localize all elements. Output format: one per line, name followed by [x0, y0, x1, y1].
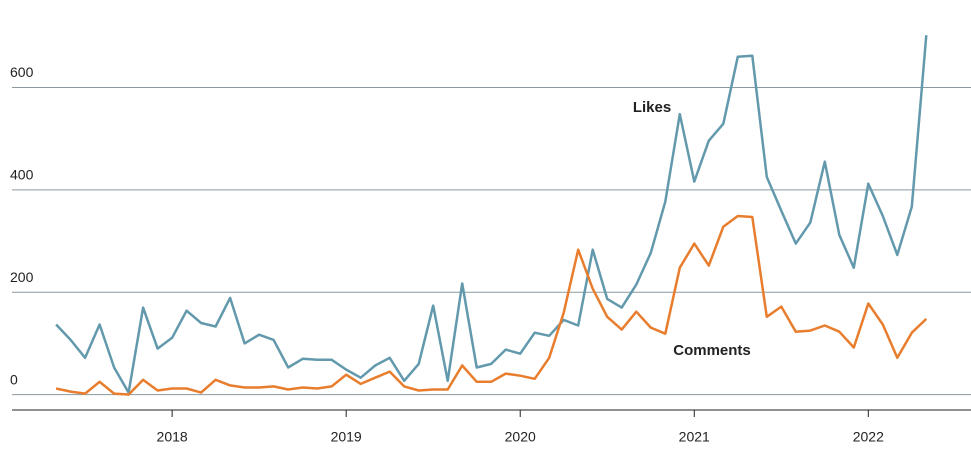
- x-tick-label: 2021: [679, 429, 710, 445]
- x-tick-label: 2022: [853, 429, 884, 445]
- y-tick-label: 200: [10, 269, 34, 285]
- series-label: Comments: [673, 342, 751, 359]
- x-tick-label: 2018: [157, 429, 188, 445]
- line-0: [55, 35, 928, 394]
- y-tick-label: 0: [10, 371, 18, 387]
- series-label: Likes: [633, 99, 671, 116]
- y-tick-label: 600: [10, 64, 34, 80]
- line-1: [55, 214, 928, 396]
- x-tick-label: 2020: [505, 429, 536, 445]
- y-tick-label: 400: [10, 167, 34, 183]
- x-tick-label: 2019: [331, 429, 362, 445]
